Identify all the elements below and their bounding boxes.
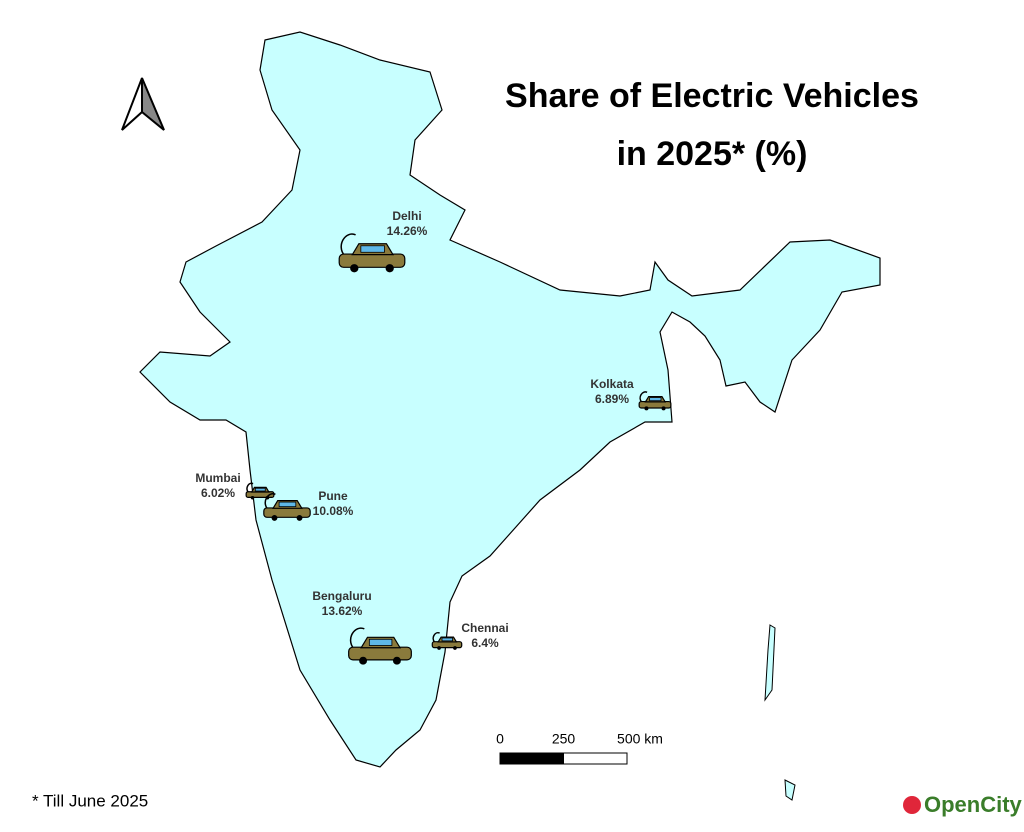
car-wheel [296, 515, 303, 521]
city-name: Mumbai [195, 471, 240, 485]
car-body [638, 400, 672, 409]
car-body [263, 507, 311, 518]
city-value: 6.02% [201, 486, 235, 500]
car-wheel [437, 646, 441, 650]
car-wheel [453, 646, 457, 650]
car-window [368, 638, 393, 646]
city-value: 6.4% [471, 636, 499, 650]
car-plug [264, 493, 276, 510]
car-plug [639, 391, 648, 403]
car-window [360, 245, 385, 253]
car-window [649, 397, 662, 402]
scale-label: 0 [496, 731, 504, 747]
scale-label: 250 [552, 731, 576, 747]
car-body [338, 253, 406, 268]
car-window [278, 501, 297, 508]
logo-icon [903, 796, 921, 814]
city-name: Chennai [461, 621, 508, 635]
city-value: 14.26% [387, 224, 428, 238]
scale-segment [499, 752, 564, 765]
scale-segment [563, 752, 628, 765]
car-wheel [385, 264, 394, 273]
scale-label: 500 km [617, 731, 663, 747]
title: in 2025* (%) [617, 135, 808, 173]
ev-car [348, 627, 412, 665]
city-name: Delhi [392, 209, 421, 223]
car-window [441, 637, 453, 642]
ev-car [338, 233, 406, 273]
car-plug [349, 627, 365, 650]
ev-car [245, 482, 275, 500]
car-body [348, 646, 412, 661]
car-body [431, 641, 463, 649]
car-wheel [661, 406, 666, 411]
city-name: Bengaluru [312, 589, 371, 603]
car-wheel [350, 264, 359, 273]
ev-car [263, 493, 311, 521]
ev-car [431, 631, 463, 650]
car-wheel [250, 495, 255, 500]
footnote: * Till June 2025 [32, 791, 148, 810]
india-outline [139, 31, 881, 768]
car-wheel [271, 515, 278, 521]
car-plug [340, 233, 356, 257]
logo: OpenCity [924, 792, 1023, 817]
north-arrow [121, 77, 143, 131]
car-wheel [359, 656, 368, 665]
city-value: 13.62% [322, 604, 363, 618]
north-arrow-shade [141, 77, 165, 131]
islands [764, 624, 796, 801]
city-value: 10.08% [313, 504, 354, 518]
car-wheel [392, 656, 401, 665]
car-window [254, 487, 266, 492]
city-value: 6.89% [595, 392, 629, 406]
title: Share of Electric Vehicles [505, 77, 919, 115]
city-name: Kolkata [590, 377, 634, 391]
car-wheel [644, 406, 649, 411]
ev-car [638, 391, 672, 411]
city-name: Pune [318, 489, 348, 503]
